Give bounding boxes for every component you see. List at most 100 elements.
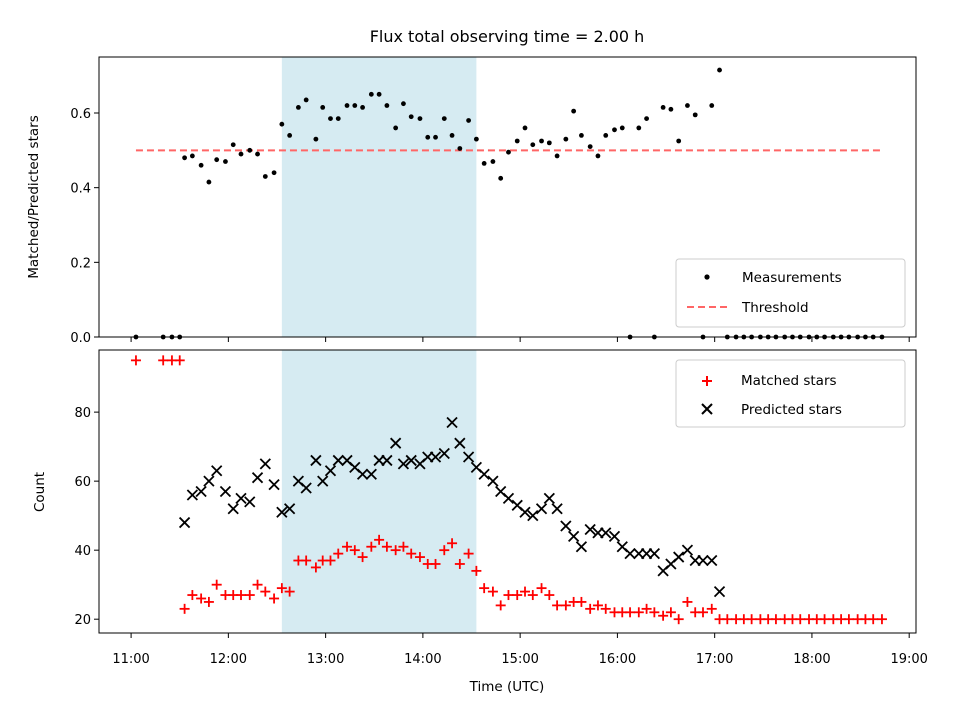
matched-stars-point [406,548,417,559]
matched-stars-point [868,614,879,625]
measurement-point [506,149,511,155]
y-tick-label: 0.6 [70,107,91,122]
measurement-point [595,153,601,159]
x-tick-label: 15:00 [501,652,538,667]
measurement-point [473,136,479,142]
measurement-point [320,105,326,110]
predicted-stars-point [268,478,280,491]
measurement-point [539,138,544,144]
matched-stars-point [503,590,514,601]
measurement-point [709,103,715,108]
measurement-point [401,101,406,107]
measurement-point [433,134,438,140]
predicted-stars-point [211,465,223,477]
predicted-stars-point [332,454,344,467]
matched-stars-point [244,590,255,601]
measurement-point [490,159,496,164]
predicted-stars-point [648,547,661,560]
matched-stars-point [625,607,636,618]
matched-stars-point [179,603,190,614]
matched-stars-point [592,600,603,611]
measurement-point [344,103,350,108]
bottom-y-axis-label: Count [32,472,48,512]
matched-stars-point [174,355,185,366]
matched-stars-point [187,590,198,601]
predicted-stars-point [543,492,555,505]
measurement-point [636,125,642,131]
y-tick-label: 20 [74,613,91,628]
matched-stars-point [158,355,169,366]
predicted-stars-point [697,554,709,567]
bottom-data-layer [130,355,887,625]
matched-stars-point [658,610,669,621]
measurement-point [441,116,447,121]
matched-stars-point [252,579,263,590]
matched-stars-point [439,545,450,556]
x-tick-label: 18:00 [793,652,830,667]
chart-title: Flux total observing time = 2.00 h [370,27,645,46]
measurement-point [295,105,301,110]
predicted-stars-point [527,510,539,522]
measurement-point [522,125,528,131]
matched-stars-point [536,583,547,594]
measurement-point [466,118,471,123]
predicted-stars-point [681,544,694,556]
measurement-point [619,125,625,131]
measurement-point [335,116,341,121]
predicted-stars-point [478,468,490,480]
measurement-point [313,136,319,142]
x-axis-label: Time (UTC) [469,679,545,695]
predicted-stars-point [429,451,442,463]
predicted-stars-point [502,492,515,505]
measurement-point [206,179,212,185]
measurement-point [303,97,309,103]
measurement-point [717,67,722,73]
measurement-point [571,108,577,114]
top-data-layer [133,67,885,340]
predicted-stars-point [397,458,410,470]
top-plot-frame [98,56,917,338]
measurement-point [481,161,487,166]
top-legend: Measurements Threshold [675,258,906,328]
predicted-stars-point [551,503,563,515]
top-legend-box [675,258,906,328]
measurement-point [223,159,228,164]
legend-dot-icon [704,274,710,280]
measurement-point [408,114,414,120]
matched-stars-point [673,614,684,625]
matched-stars-point [843,614,854,625]
y-tick-label: 80 [74,406,91,421]
legend-threshold: Threshold [741,300,809,316]
matched-stars-point [203,596,214,607]
y-tick-label: 40 [74,544,91,559]
measurement-point [255,151,260,157]
matched-stars-point [552,600,563,611]
predicted-stars-point [600,527,612,539]
matched-stars-point [301,555,312,566]
measurement-point [587,144,593,150]
predicted-stars-point [251,472,264,484]
measurement-point [676,138,682,144]
predicted-stars-point [259,458,271,470]
predicted-stars-point [454,437,466,449]
matched-stars-point [576,596,587,607]
matched-stars-point [236,590,247,601]
predicted-stars-point [365,468,377,480]
x-tick-label: 11:00 [112,652,149,667]
predicted-stars-point [203,475,215,487]
measurement-point [279,121,285,127]
predicted-stars-point [706,554,718,567]
predicted-stars-point [624,547,636,560]
bottom-x-axis: 11:00 12:00 13:00 14:00 15:00 16:00 17:00 18:00… [112,633,928,667]
top-y-axis-label: Matched/Predicted stars [26,115,42,278]
measurement-point [554,153,560,159]
matched-stars-point [479,583,490,594]
predicted-stars-point [519,506,531,518]
predicted-stars-point [535,503,548,515]
measurement-point [271,170,277,176]
measurement-point [546,140,552,146]
matched-stars-point [325,555,336,566]
predicted-stars-point [381,454,393,467]
matched-stars-point [430,558,441,569]
